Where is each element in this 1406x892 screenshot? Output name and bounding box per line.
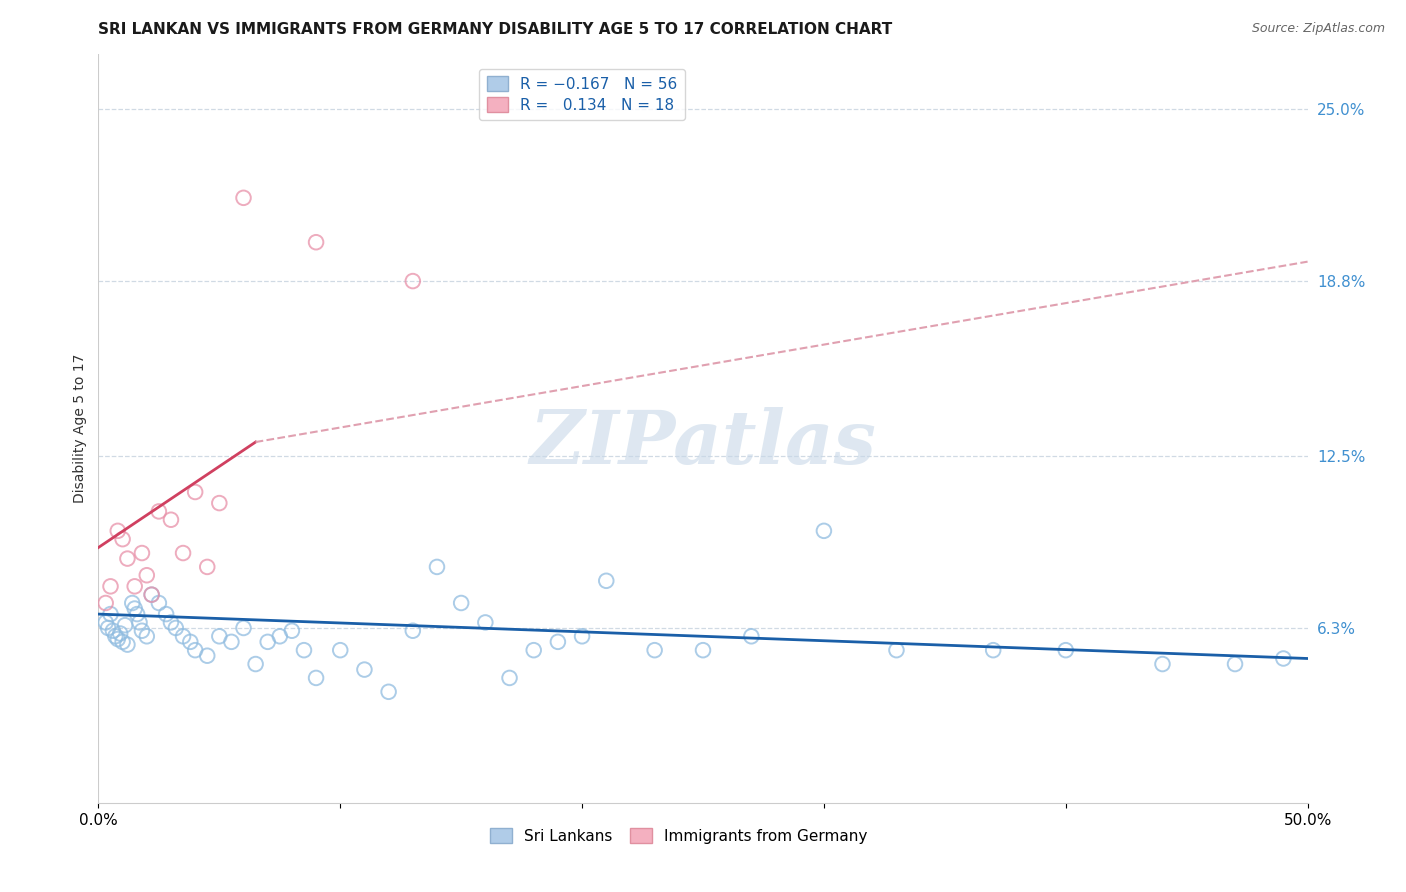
Point [377, 685, 399, 699]
Point [1272, 651, 1295, 665]
Point [1152, 657, 1174, 671]
Point [135, 629, 157, 643]
Text: ZIPatlas: ZIPatlas [530, 407, 876, 479]
Point [111, 635, 134, 649]
Point [595, 574, 617, 588]
Point [402, 624, 425, 638]
Point [94, 615, 117, 630]
Text: Source: ZipAtlas.com: Source: ZipAtlas.com [1251, 22, 1385, 36]
Point [232, 191, 254, 205]
Point [813, 524, 835, 538]
Point [305, 671, 328, 685]
Point [195, 560, 218, 574]
Point [184, 485, 207, 500]
Point [981, 643, 1004, 657]
Point [155, 607, 177, 621]
Point [104, 629, 127, 643]
Point [256, 635, 278, 649]
Point [108, 626, 131, 640]
Point [547, 635, 569, 649]
Point [281, 624, 304, 638]
Point [114, 618, 136, 632]
Point [121, 596, 143, 610]
Point [305, 235, 328, 250]
Point [148, 596, 170, 610]
Text: SRI LANKAN VS IMMIGRANTS FROM GERMANY DISABILITY AGE 5 TO 17 CORRELATION CHART: SRI LANKAN VS IMMIGRANTS FROM GERMANY DI… [98, 22, 893, 37]
Point [179, 635, 201, 649]
Point [107, 632, 129, 646]
Point [1223, 657, 1246, 671]
Point [292, 643, 315, 657]
Point [107, 524, 129, 538]
Point [148, 504, 170, 518]
Point [571, 629, 593, 643]
Y-axis label: Disability Age 5 to 17: Disability Age 5 to 17 [73, 353, 87, 503]
Point [100, 579, 122, 593]
Point [141, 588, 163, 602]
Point [117, 551, 139, 566]
Point [740, 629, 762, 643]
Point [184, 643, 207, 657]
Point [353, 663, 375, 677]
Point [450, 596, 472, 610]
Point [101, 624, 124, 638]
Point [245, 657, 267, 671]
Point [402, 274, 425, 288]
Point [135, 568, 157, 582]
Point [124, 601, 146, 615]
Point [692, 643, 714, 657]
Point [644, 643, 666, 657]
Point [131, 546, 153, 560]
Point [160, 513, 183, 527]
Point [1054, 643, 1077, 657]
Point [124, 579, 146, 593]
Point [127, 607, 149, 621]
Point [97, 621, 120, 635]
Point [474, 615, 496, 630]
Point [498, 671, 520, 685]
Point [232, 621, 254, 635]
Point [117, 638, 139, 652]
Point [172, 629, 194, 643]
Point [165, 621, 187, 635]
Point [269, 629, 291, 643]
Point [426, 560, 449, 574]
Point [886, 643, 908, 657]
Point [100, 607, 122, 621]
Point [208, 629, 231, 643]
Point [172, 546, 194, 560]
Point [208, 496, 231, 510]
Point [195, 648, 218, 663]
Point [160, 615, 183, 630]
Point [523, 643, 546, 657]
Point [221, 635, 243, 649]
Point [131, 624, 153, 638]
Point [141, 588, 163, 602]
Point [329, 643, 352, 657]
Point [128, 615, 150, 630]
Legend: Sri Lankans, Immigrants from Germany: Sri Lankans, Immigrants from Germany [482, 821, 875, 851]
Point [94, 596, 117, 610]
Point [111, 532, 134, 546]
